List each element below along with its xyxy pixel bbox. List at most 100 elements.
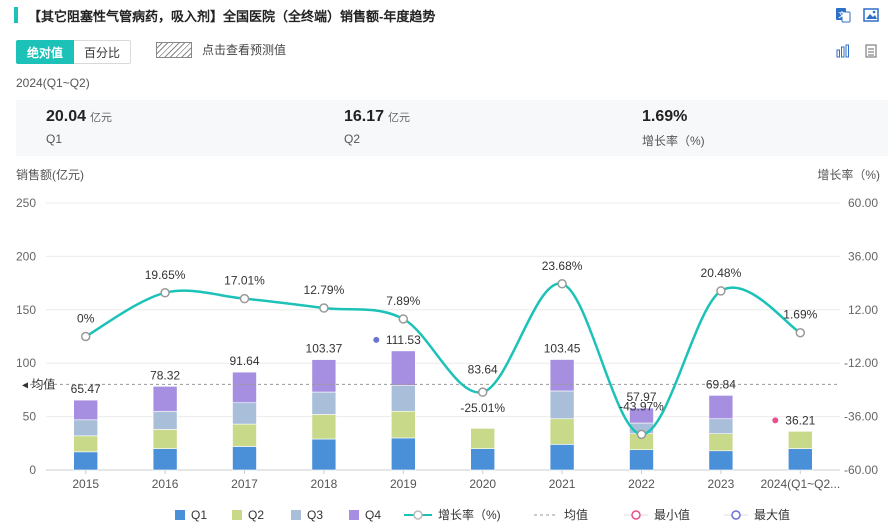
chart-title: 【其它阻塞性气管病药，吸入剂】全国医院（全终端）销售额-年度趋势 [28, 6, 435, 25]
stat-q1: 20.04 亿元 Q1 [46, 108, 112, 146]
growth-point [638, 430, 646, 438]
growth-point [241, 295, 249, 303]
x-tick-label: 2019 [390, 477, 417, 491]
average-label: ◂ 均值 [22, 376, 55, 391]
stat-q1-label: Q1 [46, 132, 112, 146]
bar-q2 [233, 424, 257, 446]
legend-swatch [232, 510, 242, 520]
growth-label: 20.48% [701, 266, 742, 280]
bar-q1 [630, 450, 654, 470]
y2-tick-label: -12.00 [844, 356, 878, 370]
stat-q1-value: 20.04 [46, 108, 86, 125]
y2-tick-label: 36.00 [848, 249, 878, 263]
y-tick-label: 250 [16, 196, 36, 210]
x-tick-label: 2018 [311, 477, 338, 491]
image-icon[interactable] [862, 6, 880, 24]
growth-label: 1.69% [783, 308, 817, 322]
legend-label: 最小值 [654, 507, 690, 522]
stat-q1-unit: 亿元 [90, 112, 112, 124]
bar-q1 [550, 444, 574, 470]
legend-label: Q3 [307, 508, 323, 522]
forecast-hatch-icon [156, 42, 192, 58]
stat-q2-value: 16.17 [344, 108, 384, 125]
stat-q2: 16.17 亿元 Q2 [344, 108, 410, 146]
total-label: 103.37 [306, 342, 343, 356]
bar-q1 [74, 452, 98, 470]
bar-q2 [153, 429, 177, 448]
y-tick-label: 100 [16, 356, 36, 370]
y-tick-label: 150 [16, 303, 36, 317]
y-tick-label: 0 [29, 463, 36, 477]
y-tick-label: 50 [23, 410, 37, 424]
period-label: 2024(Q1~Q2) [16, 76, 90, 90]
x-tick-label: 2015 [72, 477, 99, 491]
bar-q3 [312, 392, 336, 414]
view-tabs: 绝对值 百分比 [16, 40, 131, 64]
svg-text:文: 文 [839, 10, 847, 19]
document-icon[interactable] [862, 42, 880, 60]
legend-swatch [349, 510, 359, 520]
bar-q1 [788, 449, 812, 470]
growth-label: -25.01% [460, 401, 505, 415]
legend-label: 最大值 [754, 507, 790, 522]
growth-point [558, 280, 566, 288]
stat-growth: 1.69% 增长率（%) [642, 108, 705, 149]
total-label: 69.84 [706, 377, 736, 391]
bar-q2 [550, 419, 574, 445]
total-label: 36.21 [785, 413, 815, 427]
bar-chart-icon[interactable] [834, 42, 852, 60]
total-label: 57.97 [626, 390, 656, 404]
legend-swatch [732, 511, 740, 519]
bar-q3 [709, 419, 733, 434]
view-icons [834, 42, 880, 60]
growth-line [86, 283, 801, 434]
bar-q2 [709, 434, 733, 451]
x-tick-label: 2021 [549, 477, 576, 491]
growth-point [399, 315, 407, 323]
y2-axis-label: 增长率（%) [817, 167, 880, 182]
total-label: 65.47 [71, 382, 101, 396]
total-label: 83.64 [468, 363, 498, 377]
growth-point [82, 333, 90, 341]
tab-percent[interactable]: 百分比 [74, 40, 131, 64]
tab-absolute[interactable]: 绝对值 [16, 40, 74, 64]
bar-q4 [74, 400, 98, 420]
y-tick-label: 200 [16, 249, 36, 263]
bar-q4 [630, 408, 654, 423]
bar-q3 [153, 411, 177, 429]
bar-q1 [471, 449, 495, 470]
bar-q2 [630, 434, 654, 450]
growth-point [717, 287, 725, 295]
legend-label: Q4 [365, 508, 381, 522]
bar-q1 [312, 439, 336, 470]
total-label: 78.32 [150, 368, 180, 382]
growth-label: -43.97% [619, 399, 664, 413]
y2-tick-label: -60.00 [844, 463, 878, 477]
y2-tick-label: 60.00 [848, 196, 878, 210]
stat-q2-unit: 亿元 [388, 112, 410, 124]
legend-label: Q1 [191, 508, 207, 522]
bar-q4 [153, 386, 177, 411]
forecast-toggle[interactable]: 点击查看预测值 [156, 41, 286, 58]
legend-label: Q2 [248, 508, 264, 522]
y2-tick-label: -36.00 [844, 410, 878, 424]
max-marker [373, 337, 379, 343]
bar-q4 [312, 360, 336, 392]
bar-q1 [153, 449, 177, 470]
translate-icon[interactable]: 文 [834, 6, 852, 24]
growth-label: 0% [77, 312, 95, 326]
legend-swatch [175, 510, 185, 520]
legend-label: 均值 [564, 507, 588, 522]
y2-tick-label: 12.00 [848, 303, 878, 317]
bar-q4 [391, 351, 415, 386]
x-tick-label: 2022 [628, 477, 655, 491]
growth-label: 17.01% [224, 274, 265, 288]
bar-q4 [709, 395, 733, 418]
x-tick-label: 2024(Q1~Q2... [760, 477, 840, 491]
y-axis-label: 销售额(亿元) [16, 167, 84, 182]
total-label: 111.53 [386, 333, 421, 347]
growth-point [479, 388, 487, 396]
x-tick-label: 2017 [231, 477, 258, 491]
bar-q2 [471, 428, 495, 448]
